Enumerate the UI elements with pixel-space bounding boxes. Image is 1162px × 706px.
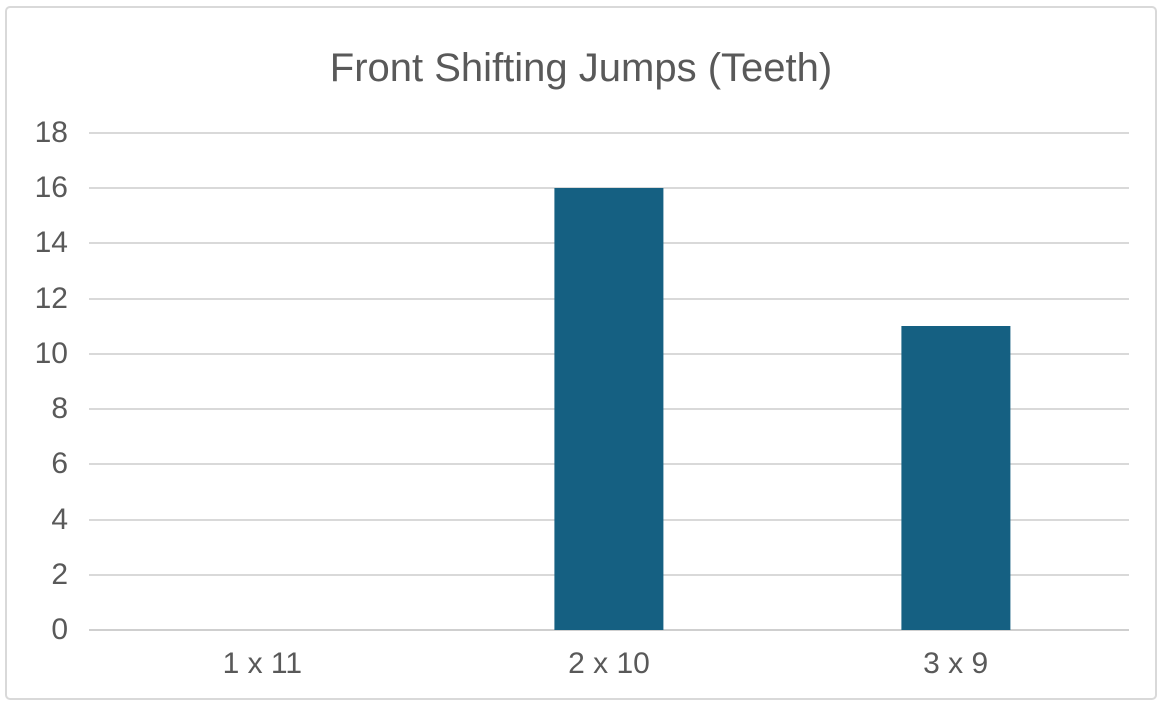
- x-tick-label-3x9: 3 x 9: [923, 647, 989, 680]
- y-tick-label-2: 2: [51, 557, 68, 591]
- x-tick-label-2x10: 2 x 10: [568, 647, 650, 680]
- chart-frame: Front Shifting Jumps (Teeth) 0 2 4 6 8 10 12 14…: [5, 6, 1157, 700]
- y-tick-label-18: 18: [34, 116, 68, 149]
- x-tick-label-1x11: 1 x 11: [222, 647, 303, 680]
- y-tick-label-0: 0: [51, 613, 68, 646]
- y-tick-label-14: 14: [34, 226, 68, 260]
- y-tick-label-6: 6: [51, 447, 68, 481]
- bar-2x10: [554, 188, 664, 630]
- y-tick-label-4: 4: [51, 502, 68, 536]
- gridline-16: [89, 187, 1129, 190]
- gridline-18: [89, 132, 1129, 134]
- chart-title: Front Shifting Jumps (Teeth): [329, 46, 833, 90]
- y-tick-label-12: 12: [34, 281, 68, 315]
- y-tick-label-10: 10: [34, 336, 68, 370]
- x-axis: 1 x 11 2 x 10 3 x 9: [89, 646, 1129, 686]
- x-axis-line: [89, 629, 1129, 631]
- y-tick-label-8: 8: [51, 392, 68, 426]
- plot-area: [89, 132, 1129, 631]
- y-tick-label-16: 16: [34, 171, 68, 205]
- y-axis: 0 2 4 6 8 10 12 14 16 18: [7, 116, 68, 646]
- bar-3x9: [901, 326, 1011, 630]
